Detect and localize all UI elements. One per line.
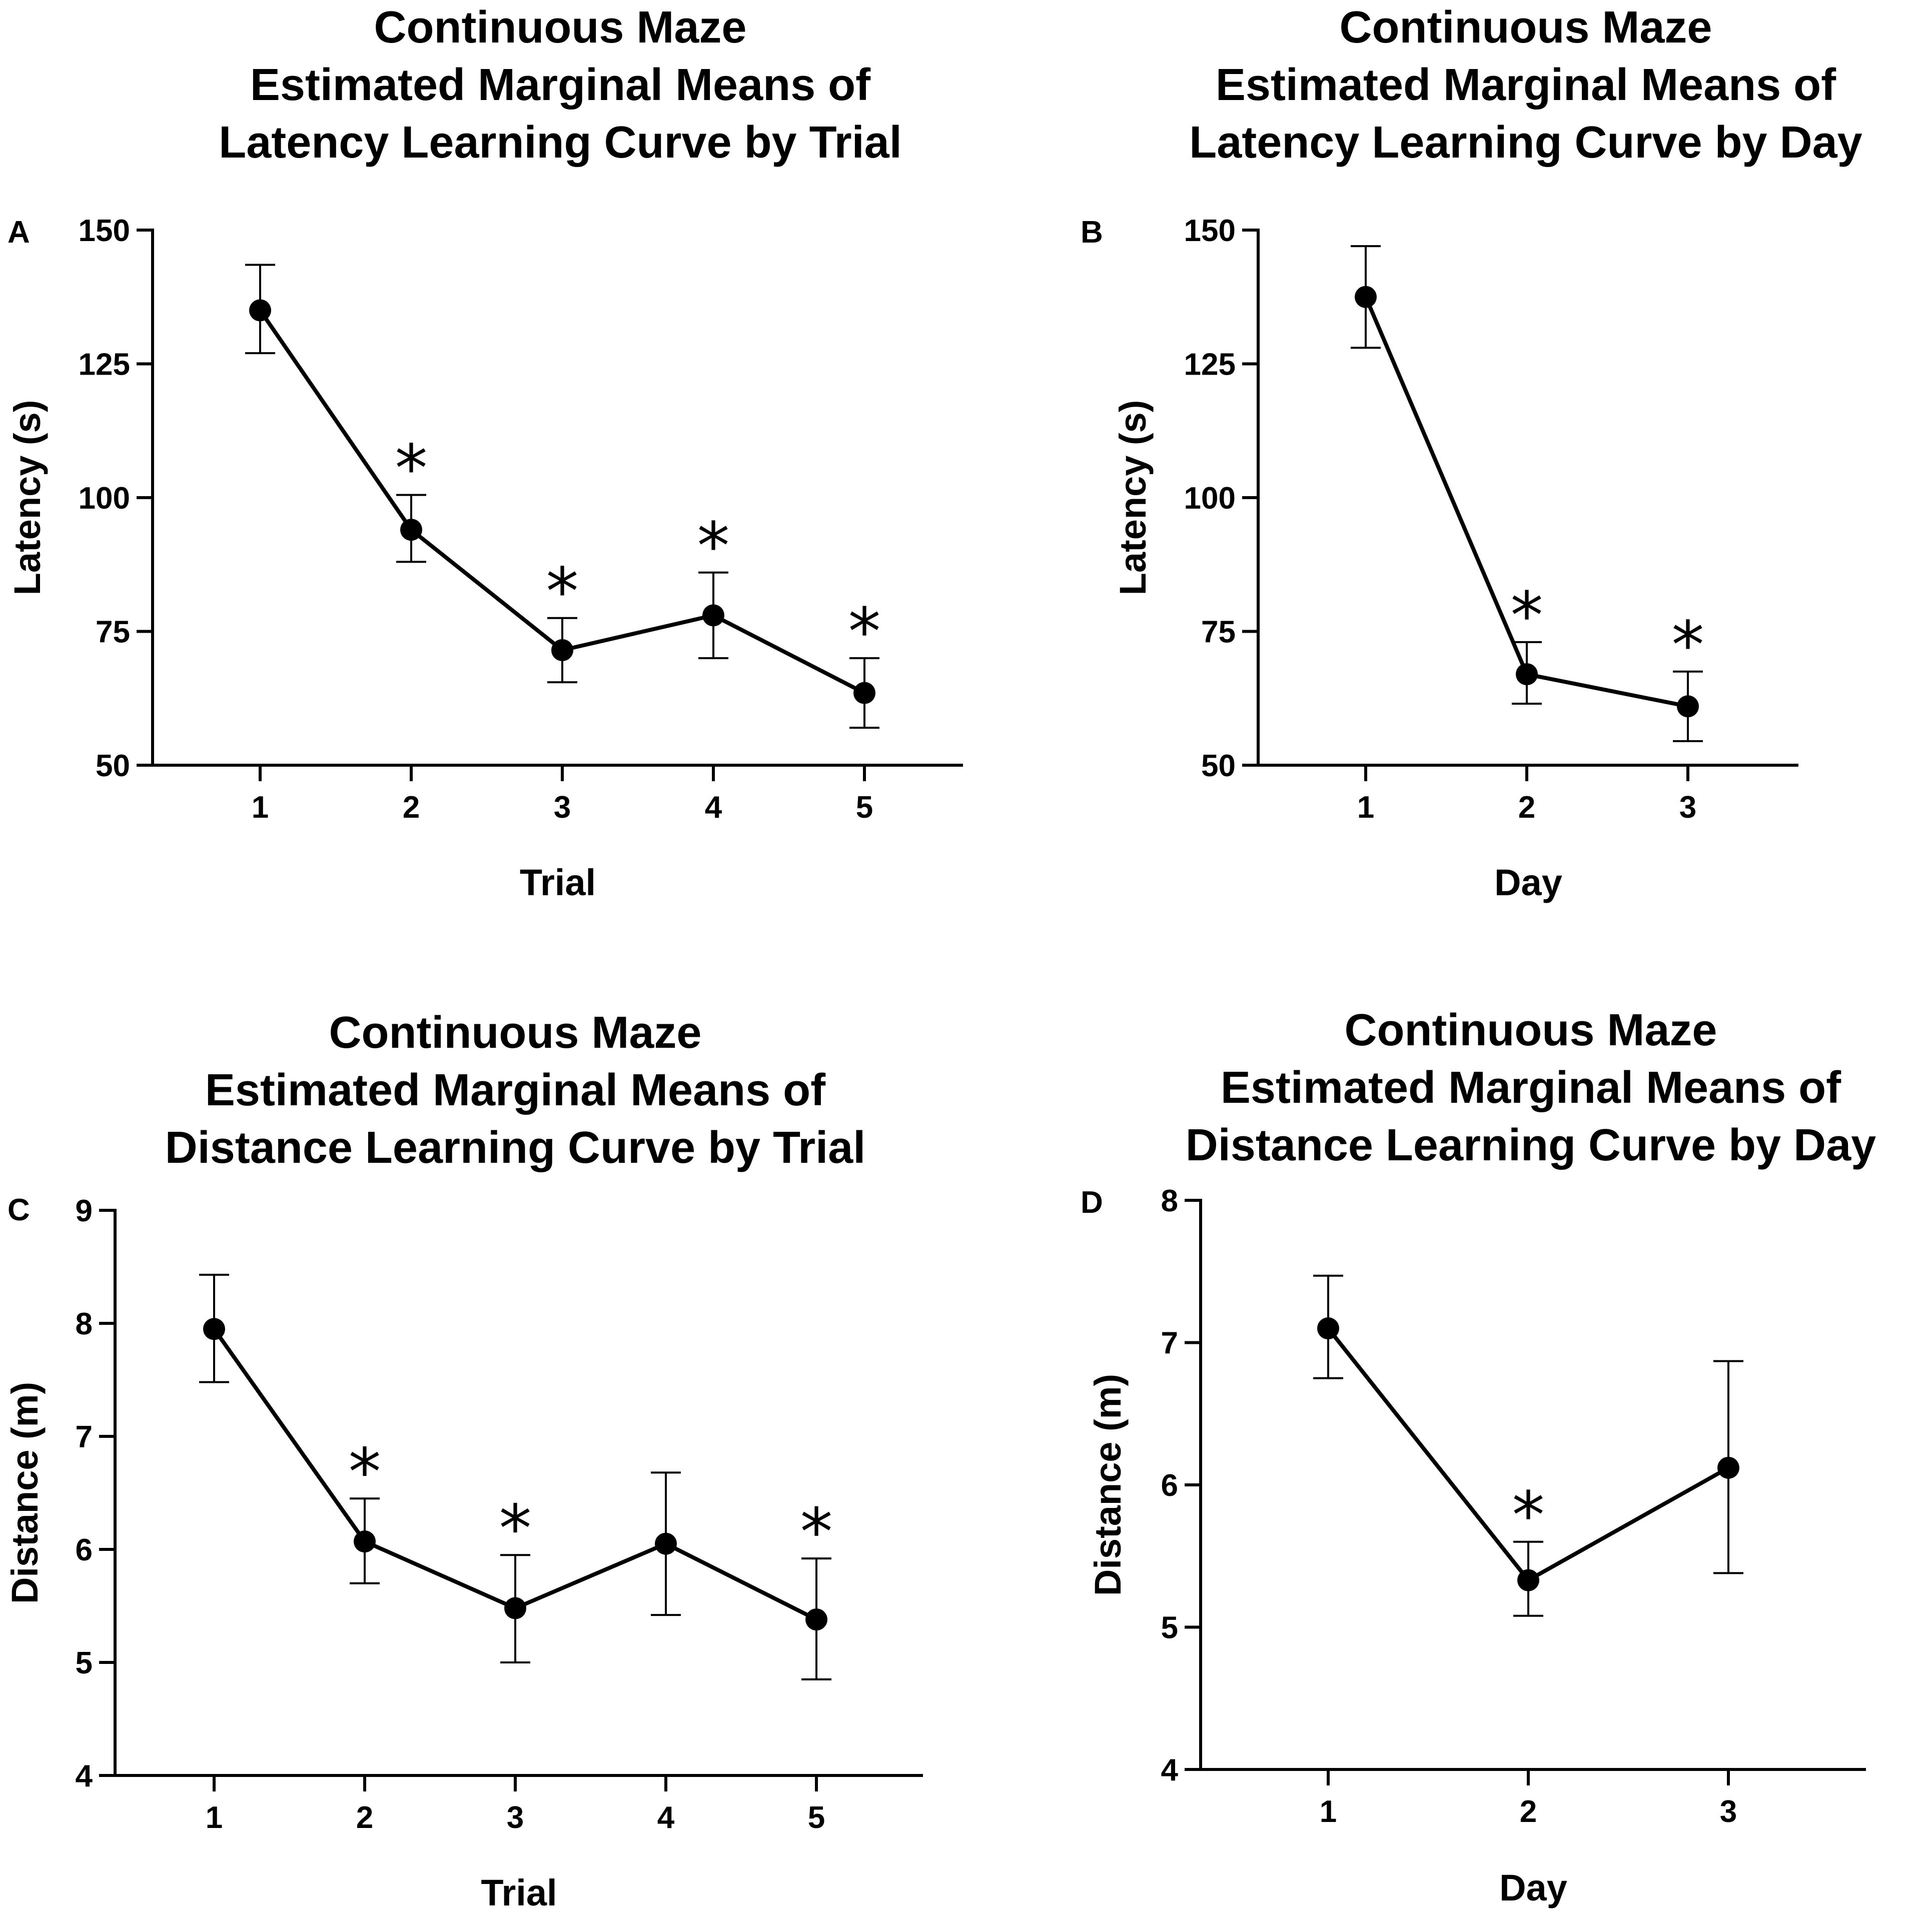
data-point: [655, 1532, 677, 1555]
x-axis-label: Trial: [481, 1872, 557, 1911]
data-point: [249, 299, 271, 322]
y-axis-label: Latency (s): [7, 400, 48, 596]
x-tick-label: 1: [252, 790, 269, 825]
x-tick-label: 5: [808, 1800, 825, 1835]
y-tick-label: 50: [1201, 749, 1236, 783]
y-axis-label: Latency (s): [1112, 400, 1154, 596]
panel-a-latency-by-trial: Continuous Maze Estimated Marginal Means …: [7, 3, 963, 903]
x-tick-label: 2: [356, 1800, 373, 1835]
y-tick-label: 7: [1161, 1326, 1178, 1361]
chart-title-line: Latency Learning Curve by Day: [1189, 118, 1862, 168]
chart-title-line: Continuous Maze: [1340, 3, 1712, 53]
y-tick-label: 9: [76, 1194, 93, 1228]
y-tick-label: 125: [1184, 348, 1236, 382]
data-point: [702, 604, 724, 627]
significance-star: *: [1672, 607, 1704, 683]
data-point: [1317, 1317, 1339, 1340]
chart-title-line: Estimated Marginal Means of: [1221, 1063, 1841, 1113]
x-tick-label: 4: [705, 790, 722, 825]
y-tick-label: 5: [76, 1646, 93, 1680]
data-point: [1517, 1569, 1539, 1591]
significance-star: *: [1512, 1477, 1545, 1553]
y-tick-label: 125: [79, 348, 130, 382]
significance-star: *: [800, 1494, 833, 1570]
data-point: [203, 1318, 225, 1340]
significance-star: *: [697, 508, 730, 584]
significance-star: *: [848, 594, 881, 670]
chart-title-line: Distance Learning Curve by Day: [1186, 1120, 1876, 1170]
chart-title-line: Estimated Marginal Means of: [205, 1065, 826, 1115]
y-axis-label: Distance (m): [4, 1382, 46, 1604]
chart-title-line: Continuous Maze: [374, 3, 747, 53]
chart-title-line: Distance Learning Curve by Trial: [165, 1123, 865, 1173]
x-tick-label: 2: [1520, 1794, 1537, 1829]
data-point: [354, 1530, 376, 1553]
y-tick-label: 150: [79, 214, 130, 248]
chart-title-line: Latency Learning Curve by Trial: [219, 118, 901, 168]
y-tick-label: 8: [76, 1307, 93, 1341]
x-axis-label: Day: [1499, 1867, 1567, 1908]
y-tick-label: 100: [79, 481, 130, 516]
x-tick-label: 3: [1720, 1794, 1737, 1829]
x-axis-label: Day: [1494, 862, 1562, 903]
y-tick-label: 4: [1161, 1753, 1179, 1787]
panel-b-latency-by-day: Continuous Maze Estimated Marginal Means …: [1081, 3, 1862, 903]
panel-d-distance-by-day: Continuous Maze Estimated Marginal Means …: [1081, 1005, 1876, 1908]
data-point: [1677, 695, 1699, 718]
y-tick-label: 8: [1161, 1184, 1178, 1218]
x-axis-label: Trial: [520, 862, 596, 903]
y-tick-label: 50: [96, 749, 130, 783]
panel-letter: D: [1081, 1185, 1103, 1220]
data-point: [504, 1597, 526, 1619]
data-point: [1355, 286, 1377, 308]
significance-star: *: [499, 1490, 532, 1566]
y-tick-label: 75: [1201, 615, 1236, 650]
y-tick-label: 100: [1184, 481, 1236, 516]
data-point: [1516, 663, 1538, 686]
chart-title-line: Continuous Maze: [329, 1008, 702, 1058]
x-tick-label: 3: [507, 1800, 524, 1835]
x-tick-label: 3: [554, 790, 571, 825]
x-tick-label: 2: [403, 790, 420, 825]
data-point: [551, 639, 573, 661]
y-axis-label: Distance (m): [1087, 1374, 1129, 1596]
y-tick-label: 5: [1161, 1611, 1178, 1645]
x-tick-label: 3: [1679, 790, 1696, 825]
y-tick-label: 6: [1161, 1468, 1178, 1503]
data-point: [1717, 1456, 1739, 1479]
significance-star: *: [395, 431, 428, 507]
y-tick-label: 7: [76, 1420, 93, 1454]
x-tick-label: 1: [206, 1800, 223, 1835]
panel-letter: A: [8, 215, 30, 250]
data-point: [400, 519, 422, 541]
y-tick-label: 6: [76, 1533, 93, 1567]
x-tick-label: 2: [1518, 790, 1535, 825]
significance-star: *: [546, 554, 579, 630]
chart-title-line: Estimated Marginal Means of: [1216, 60, 1836, 110]
y-tick-label: 75: [96, 615, 130, 650]
x-tick-label: 5: [856, 790, 873, 825]
data-point: [805, 1608, 827, 1631]
y-tick-label: 150: [1184, 214, 1236, 248]
panel-c-distance-by-trial: Continuous Maze Estimated Marginal Means …: [4, 1008, 923, 1911]
x-tick-label: 1: [1357, 790, 1374, 825]
significance-star: *: [1511, 578, 1543, 654]
panel-letter: B: [1081, 215, 1103, 250]
chart-title-line: Estimated Marginal Means of: [250, 60, 871, 110]
panel-letter: C: [8, 1193, 30, 1227]
x-tick-label: 4: [657, 1800, 675, 1835]
x-tick-label: 1: [1320, 1794, 1337, 1829]
data-point: [853, 682, 875, 704]
chart-title-line: Continuous Maze: [1345, 1005, 1717, 1055]
significance-star: *: [349, 1434, 381, 1510]
y-tick-label: 4: [76, 1759, 93, 1793]
